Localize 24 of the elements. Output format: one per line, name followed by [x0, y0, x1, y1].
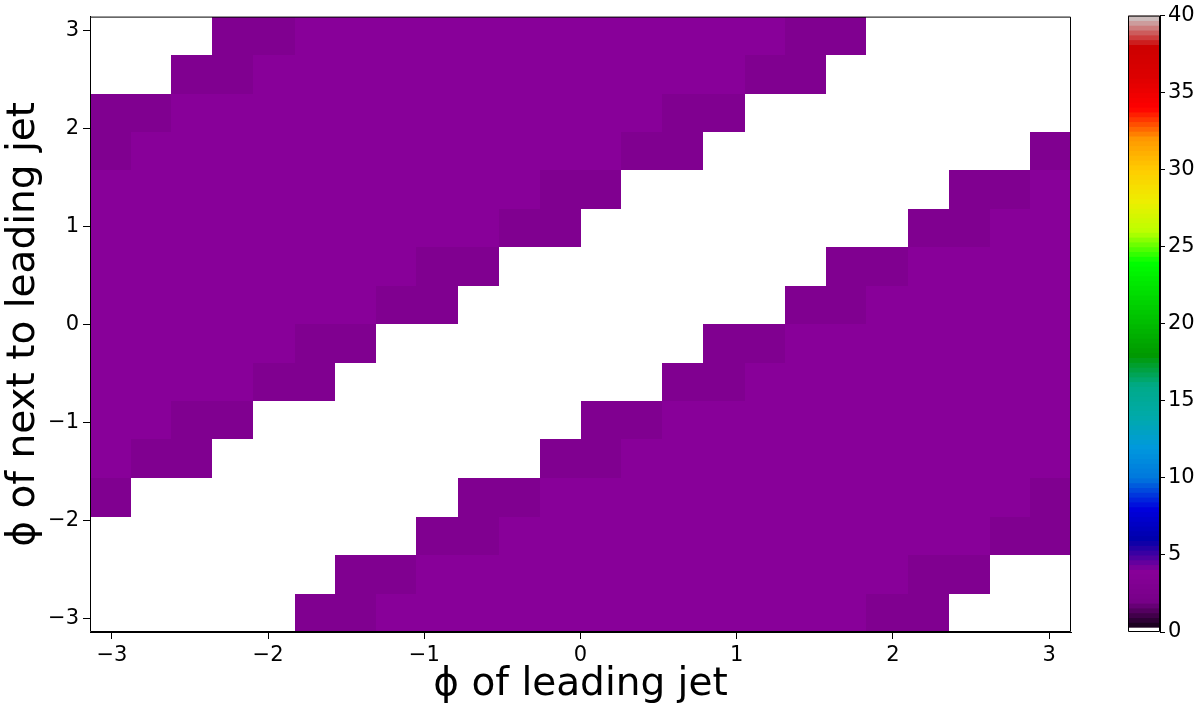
x-tick-label: 3: [1042, 642, 1056, 667]
color-bar-label: 15: [1168, 387, 1195, 412]
color-bar-label: 30: [1168, 156, 1195, 181]
y-tick-label: −2: [48, 506, 79, 531]
color-bar-label: 10: [1168, 464, 1195, 489]
color-bar-label: 0: [1168, 618, 1182, 643]
y-axis-title: ϕ of next to leading jet: [0, 101, 43, 547]
x-tick-label: −1: [408, 642, 440, 667]
y-tick-label: 3: [65, 16, 79, 41]
x-tick-label: 2: [886, 642, 900, 667]
y-tick-label: −1: [48, 408, 79, 433]
x-tick-label: −2: [252, 642, 284, 667]
y-tick-label: 2: [65, 114, 79, 139]
y-tick-label: −3: [48, 604, 79, 629]
y-tick-label: 1: [65, 212, 79, 237]
color-bar-label: 40: [1168, 2, 1195, 27]
color-bar-label: 25: [1168, 233, 1195, 258]
x-tick-label: −3: [96, 642, 128, 667]
y-tick-label: 0: [65, 310, 79, 335]
color-bar-label: 35: [1168, 79, 1195, 104]
color-bar-label: 20: [1168, 310, 1195, 335]
x-tick-label: 1: [730, 642, 744, 667]
x-tick-label: 0: [573, 642, 588, 667]
color-bar-label: 5: [1168, 541, 1182, 566]
